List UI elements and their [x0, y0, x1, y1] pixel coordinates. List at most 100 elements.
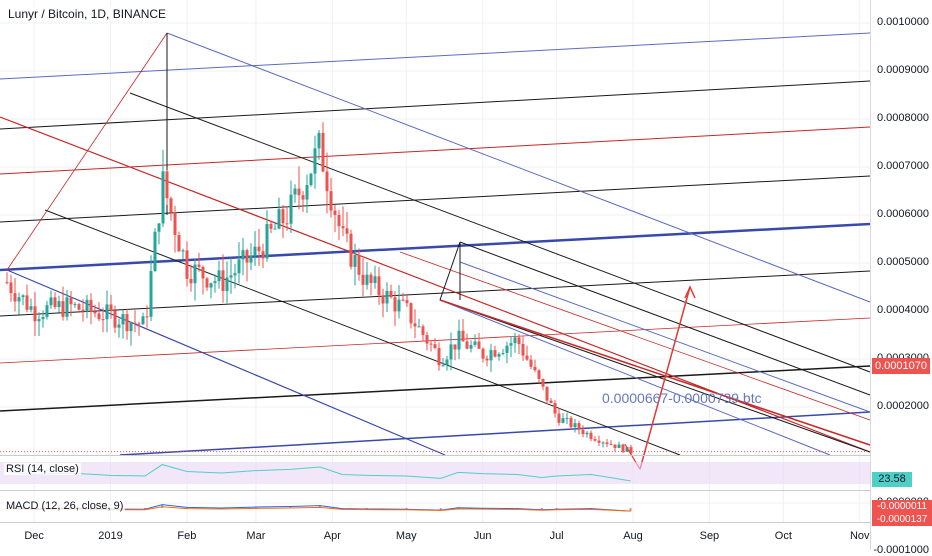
candle-body: [161, 171, 165, 224]
candle-body: [581, 429, 585, 435]
candle-body: [505, 345, 509, 354]
pitchfork-line: [129, 92, 871, 373]
price-axis-label: 0.0006000: [877, 208, 929, 220]
candle-body: [201, 266, 205, 279]
candle-body: [169, 198, 173, 213]
candle-body: [405, 300, 409, 304]
symbol-title[interactable]: Lunyr / Bitcoin, 1D, BINANCE: [6, 7, 169, 21]
pitchfork-line: [0, 32, 871, 80]
candle-body: [349, 233, 353, 267]
pitchfork-line: [0, 222, 871, 272]
price-axis[interactable]: 0.0010000 0.0009000 0.0008000 0.0007000 0.00…: [870, 0, 932, 556]
candle-body: [605, 442, 609, 445]
candle-body: [465, 341, 469, 349]
candle-body: [589, 432, 593, 440]
pitchfork-line: [119, 411, 871, 456]
candle-body: [489, 350, 493, 361]
macd-title[interactable]: MACD (12, 26, close, 9): [4, 500, 126, 512]
pitchfork-line: [0, 126, 871, 175]
candle-body: [441, 365, 445, 367]
candle-body: [77, 304, 81, 310]
candle-body: [469, 344, 473, 349]
projection-arrow-line: [639, 286, 691, 470]
candle-body: [305, 185, 309, 200]
candle-body: [337, 214, 341, 227]
candle-body: [377, 276, 381, 296]
macd-histogram-bar: [319, 505, 321, 508]
candle-body: [433, 344, 437, 349]
candle-body: [381, 295, 385, 304]
price-axis-label: 0.0010000: [877, 16, 929, 28]
candle-body: [357, 254, 361, 275]
candle-body: [301, 195, 305, 200]
candle-body: [185, 250, 189, 279]
candle-body: [21, 295, 25, 298]
candle-body: [509, 343, 513, 346]
candle-body: [29, 306, 33, 310]
candle-body: [13, 293, 17, 302]
candle-body: [385, 290, 389, 304]
time-axis-label: Oct: [774, 530, 792, 542]
time-axis-label: Mar: [246, 530, 266, 542]
candle-body: [413, 323, 417, 327]
candle-body: [481, 348, 485, 359]
projection-arrow-head: [684, 285, 696, 299]
candle-body: [629, 447, 633, 454]
candle-body: [113, 310, 117, 328]
pitchfork-line: [439, 299, 831, 456]
price-axis-label: 0.0004000: [877, 304, 929, 316]
macd-histogram-bar: [555, 508, 558, 510]
candle-body: [445, 359, 449, 366]
candle-body: [41, 316, 45, 320]
candle-body: [597, 440, 601, 443]
pitchfork-line: [0, 270, 871, 317]
rsi-pane-separator[interactable]: [0, 455, 870, 456]
time-axis-label: Nov: [849, 530, 870, 542]
candle-body: [45, 305, 49, 317]
candle-body: [417, 326, 421, 328]
pitchfork-line: [6, 269, 446, 456]
pitchfork-line: [439, 299, 871, 453]
candle-body: [533, 366, 537, 371]
time-axis-label: Feb: [177, 530, 197, 542]
pitchfork-line: [0, 80, 871, 130]
candle-body: [221, 270, 225, 292]
candle-body: [573, 423, 577, 428]
macd-histogram-bar: [144, 508, 147, 510]
candle-body: [165, 171, 169, 199]
candle-body: [361, 274, 365, 285]
candle-body: [353, 254, 357, 267]
candle-body: [69, 297, 73, 305]
time-axis-label: Aug: [623, 530, 643, 542]
pitchfork-line: [459, 241, 871, 396]
time-axis-label: 2019: [98, 530, 123, 542]
candle-body: [329, 191, 333, 211]
candle-body: [529, 359, 533, 367]
candle-body: [129, 322, 133, 332]
pitchfork-line: [399, 251, 871, 421]
candle-body: [549, 400, 553, 404]
candle-body: [273, 228, 277, 230]
candle-body: [541, 379, 545, 387]
candle-body: [485, 358, 489, 361]
candle-body: [565, 417, 569, 419]
candle-body: [265, 224, 269, 259]
candle-body: [37, 319, 41, 322]
pitchfork-line: [0, 365, 871, 412]
time-axis-label: Apr: [323, 530, 341, 542]
candle-body: [209, 283, 213, 288]
candle-body: [65, 297, 69, 317]
candle-body: [517, 337, 521, 345]
candle-body: [53, 297, 57, 307]
pitchfork-line: [6, 32, 168, 271]
macd-pane-separator[interactable]: [0, 490, 870, 491]
candle-body: [557, 413, 561, 423]
candle-body: [293, 188, 297, 195]
candle-body: [133, 322, 137, 324]
pitchfork-line: [166, 32, 871, 303]
candle-body: [137, 323, 141, 325]
rsi-title[interactable]: RSI (14, close): [4, 463, 81, 475]
candle-body: [61, 301, 65, 317]
